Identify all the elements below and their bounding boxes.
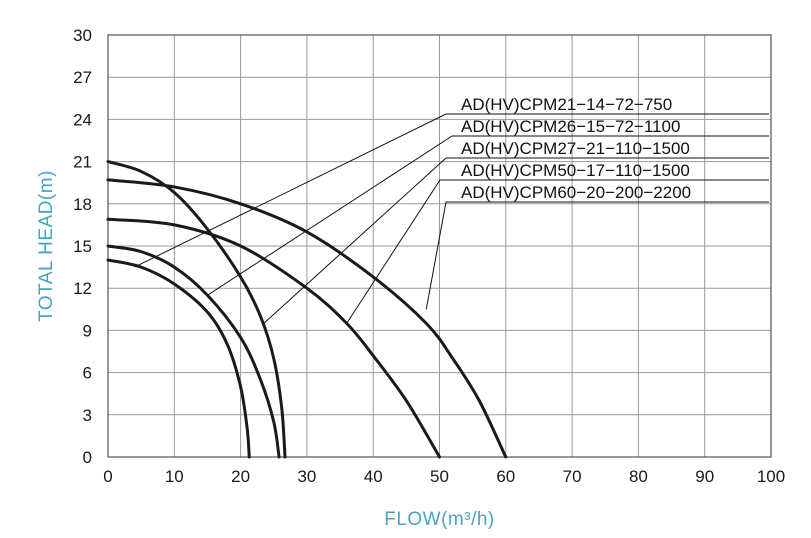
pump-curve-1 — [106, 258, 251, 459]
pump-curve-5 — [106, 178, 508, 459]
legend: AD(HV)CPM21−14−72−750 AD(HV)CPM26−15−72−1… — [461, 95, 691, 202]
y-axis-title: TOTAL HEAD(m) — [36, 170, 57, 322]
tick-labels: 0 10 20 30 40 50 60 70 80 90 100 0 3 6 9 12 15 18 21 24 27 30 — [73, 26, 785, 486]
legend-label-4: AD(HV)CPM50−17−110−1500 — [461, 161, 690, 180]
x-tick-label: 60 — [496, 467, 515, 486]
x-tick-label: 10 — [165, 467, 184, 486]
grid — [107, 34, 772, 458]
pump-curve-3 — [106, 160, 287, 459]
pump-curve-2 — [106, 244, 281, 459]
y-tick-label: 15 — [73, 237, 92, 256]
legend-leader-lines — [134, 113, 769, 324]
x-tick-label: 50 — [430, 467, 449, 486]
x-tick-label: 20 — [231, 467, 250, 486]
y-tick-label: 6 — [83, 364, 92, 383]
y-tick-label: 30 — [73, 26, 92, 45]
pump-curve-4 — [106, 217, 441, 459]
x-tick-label: 90 — [695, 467, 714, 486]
legend-label-3: AD(HV)CPM27−21−110−1500 — [461, 139, 690, 158]
y-tick-label: 24 — [73, 110, 92, 129]
x-axis-title: FLOW(m³/h) — [384, 509, 495, 530]
y-tick-label: 9 — [83, 321, 92, 340]
y-tick-label: 21 — [73, 153, 92, 172]
leader-line-4 — [346, 179, 441, 324]
leader-line-3 — [263, 157, 447, 324]
legend-label-2: AD(HV)CPM26−15−72−1100 — [461, 117, 680, 136]
pump-curves — [106, 160, 508, 459]
y-tick-label: 18 — [73, 195, 92, 214]
leader-line-5 — [425, 201, 447, 310]
x-tick-label: 30 — [297, 467, 316, 486]
x-tick-label: 70 — [563, 467, 582, 486]
x-tick-label: 40 — [364, 467, 383, 486]
y-tick-label: 3 — [83, 406, 92, 425]
x-tick-label: 80 — [629, 467, 648, 486]
y-tick-label: 27 — [73, 68, 92, 87]
x-tick-label: 0 — [103, 467, 112, 486]
legend-label-1: AD(HV)CPM21−14−72−750 — [461, 95, 672, 114]
y-tick-label: 12 — [73, 279, 92, 298]
x-tick-label: 100 — [757, 467, 785, 486]
leader-line-2 — [207, 135, 453, 296]
y-tick-label: 0 — [83, 448, 92, 467]
leader-line-1 — [134, 113, 447, 268]
legend-label-5: AD(HV)CPM60−20−200−2200 — [461, 183, 691, 202]
